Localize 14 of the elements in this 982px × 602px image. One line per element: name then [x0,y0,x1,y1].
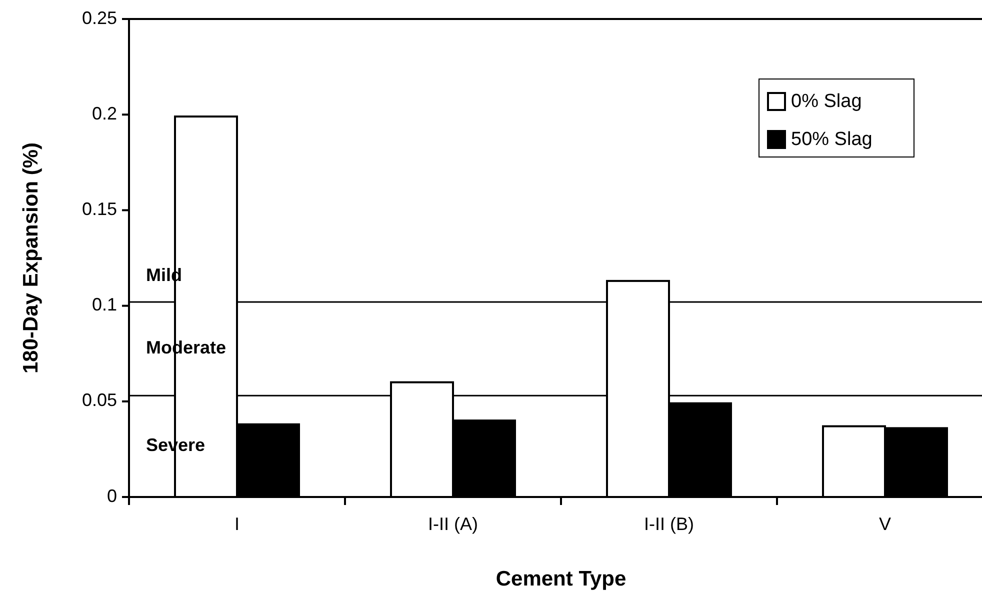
y-tick-label: 0.2 [92,103,117,124]
legend-label: 50% Slag [791,129,872,150]
legend-label: 0% Slag [791,91,862,112]
y-tick-label: 0 [106,486,117,506]
x-tick-label: V [878,514,892,534]
y-tick-label: 0.15 [82,198,117,219]
y-axis-title: 180-Day Expansion (%) [20,142,43,374]
y-tick-label: 0.05 [82,390,117,410]
x-axis-title: Cement Type [496,568,626,591]
y-tick-label: 0.1 [92,294,117,315]
x-tick-label: I-II (A) [428,514,478,534]
x-tick-label: I-II (B) [644,514,694,534]
x-tick-label: I [234,514,240,534]
y-tick-label: 0.25 [82,8,117,28]
